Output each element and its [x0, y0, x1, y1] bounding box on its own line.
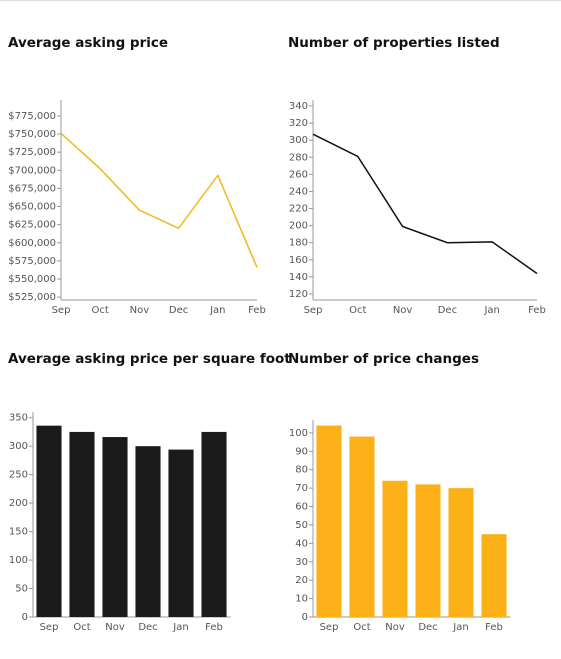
chart-title: Number of price changes — [288, 351, 479, 367]
x-tick-label: Feb — [205, 622, 223, 633]
y-tick-label: $575,000 — [8, 256, 56, 267]
y-tick-label: 100 — [289, 428, 308, 439]
y-tick-label: 340 — [289, 101, 308, 112]
bar — [168, 449, 194, 617]
x-tick-label: Oct — [92, 305, 109, 316]
y-tick-label: 50 — [295, 520, 308, 531]
y-tick-label: 10 — [295, 594, 308, 605]
x-tick-label: Jan — [483, 305, 499, 316]
y-tick-label: 300 — [9, 441, 28, 452]
y-tick-label: 20 — [295, 575, 308, 586]
x-tick-label: Dec — [138, 622, 157, 633]
y-tick-label: 0 — [302, 612, 308, 623]
y-tick-label: 140 — [289, 272, 308, 283]
y-tick-label: $750,000 — [8, 129, 56, 140]
bar — [448, 488, 474, 617]
chart-title: Average asking price per square foot — [8, 351, 291, 367]
line — [312, 133, 538, 275]
y-tick-label: 240 — [289, 186, 308, 197]
x-tick-label: Sep — [320, 622, 339, 633]
bar — [135, 446, 161, 617]
y-tick-label: 120 — [289, 289, 308, 300]
y-tick-label: 30 — [295, 557, 308, 568]
x-tick-label: Dec — [169, 305, 188, 316]
y-tick-label: 320 — [289, 118, 308, 129]
y-tick-label: 300 — [289, 135, 308, 146]
y-tick-label: $650,000 — [8, 202, 56, 213]
y-tick-label: $675,000 — [8, 183, 56, 194]
x-tick-label: Feb — [528, 305, 546, 316]
x-tick-label: Nov — [385, 622, 405, 633]
bar — [382, 480, 408, 617]
x-tick-label: Oct — [349, 305, 366, 316]
bar — [36, 425, 62, 617]
x-tick-label: Nov — [130, 305, 150, 316]
x-tick-label: Jan — [209, 305, 225, 316]
y-tick-label: 200 — [9, 498, 28, 509]
y-tick-label: 220 — [289, 204, 308, 215]
x-tick-label: Nov — [105, 622, 125, 633]
bar — [316, 425, 342, 617]
y-tick-label: $625,000 — [8, 220, 56, 231]
x-tick-label: Sep — [40, 622, 59, 633]
y-tick-label: $600,000 — [8, 238, 56, 249]
x-tick-label: Jan — [452, 622, 468, 633]
y-tick-label: 40 — [295, 538, 308, 549]
y-tick-label: $525,000 — [8, 292, 56, 303]
y-tick-label: 280 — [289, 152, 308, 163]
x-tick-label: Nov — [393, 305, 413, 316]
bar — [201, 431, 227, 617]
y-tick-label: 50 — [15, 584, 28, 595]
x-tick-label: Sep — [52, 305, 71, 316]
y-tick-label: 150 — [9, 527, 28, 538]
x-tick-label: Jan — [172, 622, 188, 633]
y-tick-label: 160 — [289, 255, 308, 266]
y-tick-label: 260 — [289, 169, 308, 180]
chart-title: Number of properties listed — [288, 35, 500, 51]
x-tick-label: Sep — [304, 305, 323, 316]
bar — [349, 436, 375, 617]
y-tick-label: 0 — [22, 612, 28, 623]
y-tick-label: 180 — [289, 238, 308, 249]
y-tick-label: 80 — [295, 465, 308, 476]
y-tick-label: 90 — [295, 446, 308, 457]
x-tick-label: Oct — [353, 622, 370, 633]
line — [60, 132, 258, 268]
chart-title: Average asking price — [8, 35, 168, 51]
bar — [69, 431, 95, 617]
bar — [415, 484, 441, 617]
x-tick-label: Feb — [485, 622, 503, 633]
x-tick-label: Feb — [248, 305, 266, 316]
y-tick-label: 250 — [9, 470, 28, 481]
y-tick-label: $700,000 — [8, 165, 56, 176]
y-tick-label: $550,000 — [8, 274, 56, 285]
bar — [102, 437, 128, 617]
y-tick-label: 60 — [295, 502, 308, 513]
y-tick-label: $775,000 — [8, 111, 56, 122]
y-tick-label: 350 — [9, 413, 28, 424]
y-tick-label: 70 — [295, 483, 308, 494]
bar — [481, 534, 507, 617]
y-tick-label: $725,000 — [8, 147, 56, 158]
x-tick-label: Dec — [418, 622, 437, 633]
x-tick-label: Oct — [73, 622, 90, 633]
y-tick-label: 100 — [9, 555, 28, 566]
y-tick-label: 200 — [289, 221, 308, 232]
x-tick-label: Dec — [438, 305, 457, 316]
